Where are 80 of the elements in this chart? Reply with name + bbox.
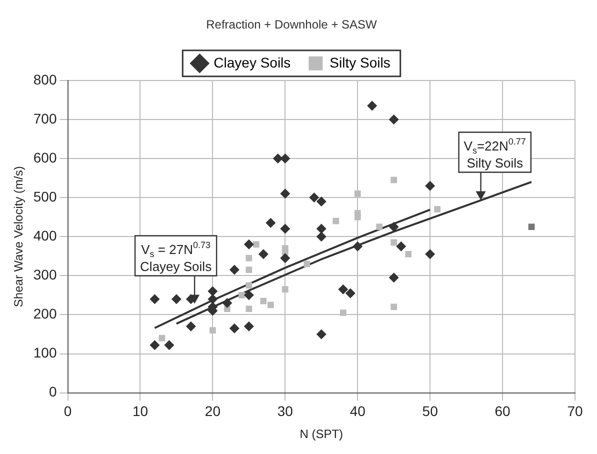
x-tick-label: 10 — [132, 403, 148, 420]
point — [246, 266, 252, 273]
point — [258, 249, 268, 260]
y-tick-label: 100 — [33, 344, 57, 361]
legend-label: Silty Soils — [330, 54, 390, 70]
point — [252, 241, 260, 248]
point — [272, 154, 283, 164]
point — [390, 176, 398, 184]
point — [246, 254, 252, 262]
point — [266, 218, 276, 228]
point — [352, 241, 363, 252]
x-axis-title: N (SPT) — [300, 427, 344, 442]
point — [528, 224, 535, 230]
x-tick-label: 0 — [64, 403, 72, 420]
point — [229, 264, 240, 275]
point — [244, 290, 254, 300]
point — [354, 214, 361, 220]
point — [304, 260, 310, 268]
point — [396, 241, 406, 252]
point — [210, 327, 216, 334]
point — [316, 232, 326, 242]
point — [434, 206, 440, 212]
point — [260, 298, 267, 304]
x-tick-label: 30 — [277, 403, 294, 420]
point — [280, 154, 290, 164]
point — [367, 100, 378, 111]
point — [390, 239, 398, 246]
point — [280, 188, 290, 199]
point — [388, 272, 399, 283]
y-tick-label: 600 — [33, 149, 57, 166]
x-tick-label: 20 — [204, 403, 221, 420]
y-tick-label: 200 — [33, 306, 57, 322]
legend-label: Clayey Soils — [214, 54, 291, 70]
point — [238, 292, 245, 298]
y-tick-label: 300 — [33, 266, 57, 283]
point — [222, 298, 232, 308]
point — [150, 294, 160, 304]
x-tick-label: 60 — [494, 403, 511, 420]
point — [267, 302, 274, 308]
y-tick-label: 500 — [33, 188, 57, 204]
x-tick-label: 70 — [567, 403, 583, 420]
point — [208, 294, 218, 304]
chart-title: Refraction + Downhole + SASW — [206, 18, 378, 32]
point — [280, 224, 290, 234]
y-tick-label: 0 — [48, 384, 57, 400]
point — [158, 334, 166, 342]
point — [186, 321, 196, 332]
point — [425, 180, 436, 191]
point — [316, 329, 326, 340]
point — [316, 224, 326, 234]
y-axis-title: Shear Wave Velocity (m/s) — [12, 166, 26, 308]
x-tick-label: 40 — [350, 403, 366, 420]
point — [171, 294, 182, 304]
point — [208, 286, 218, 296]
point — [405, 250, 412, 258]
point — [164, 340, 174, 350]
point — [338, 284, 348, 294]
point — [244, 321, 254, 332]
point — [340, 310, 346, 316]
point — [332, 218, 340, 224]
point — [345, 288, 356, 298]
point — [244, 239, 254, 250]
point — [282, 286, 288, 292]
point — [309, 192, 320, 203]
point — [229, 323, 240, 334]
point — [246, 282, 252, 289]
point — [246, 306, 252, 312]
y-tick-label: 800 — [33, 71, 57, 88]
point — [388, 222, 399, 232]
y-tick-label: 700 — [33, 110, 57, 126]
point — [280, 253, 290, 264]
y-tick-label: 400 — [33, 227, 57, 244]
point — [354, 190, 361, 197]
point — [316, 196, 326, 206]
point — [376, 224, 383, 230]
point — [150, 340, 160, 350]
point — [390, 304, 398, 310]
point — [425, 249, 436, 260]
point — [388, 114, 399, 124]
x-tick-label: 50 — [422, 403, 438, 420]
